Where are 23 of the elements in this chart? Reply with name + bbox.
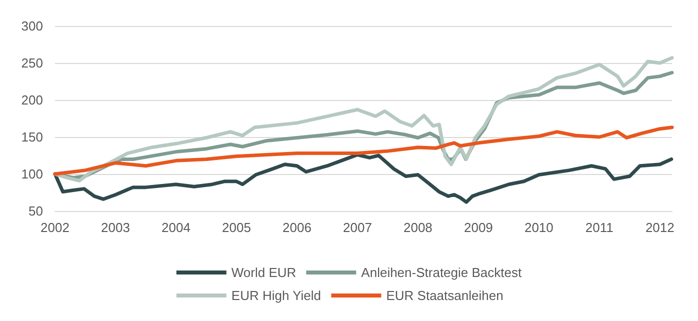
legend-label: World EUR [231,265,296,280]
line-series [53,153,674,204]
x-tick-label: 2008 [403,220,432,235]
x-tick-label: 2009 [464,220,493,235]
x-tick-label: 2005 [222,220,251,235]
y-tick-label: 150 [21,130,43,144]
x-tick-label: 2006 [282,220,312,235]
y-tick-label: 250 [21,56,43,70]
x-tick-label: 2003 [101,220,130,235]
legend-label: Anleihen-Strategie Backtest [361,265,522,280]
x-tick-label: 2004 [162,220,190,235]
y-tick-label: 50 [28,204,43,218]
x-tick-label: 2007 [342,220,372,235]
y-tick-label: 100 [21,166,43,182]
x-tick-label: 2012 [645,220,674,235]
legend-label: EUR High Yield [231,288,322,303]
y-tick-label: 200 [21,92,43,108]
x-tick-label: 2010 [524,220,554,235]
legend-label: EUR Staatsanleihen [386,288,504,303]
y-tick-label: 300 [21,18,43,34]
line-series [53,126,674,176]
x-tick-label: 2011 [585,220,614,235]
x-tick-label: 2002 [40,220,70,235]
